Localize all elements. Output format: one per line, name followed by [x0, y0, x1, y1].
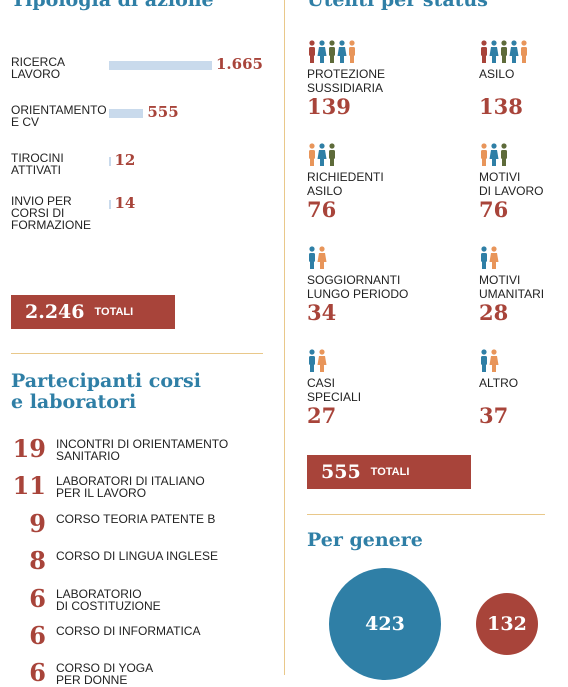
course-label: LABORATORI DI ITALIANO PER IL LAVORO: [56, 474, 205, 500]
total-value: 555: [321, 461, 361, 483]
bar: [109, 61, 212, 70]
status-value: 76: [479, 197, 509, 222]
person-icon: [489, 40, 499, 63]
bar-value-label: 555: [147, 103, 179, 121]
person-icon: [317, 246, 327, 269]
bar-value-label: 14: [114, 194, 136, 212]
person-icon: [481, 349, 487, 372]
person-icon: [309, 349, 315, 372]
course-count: 6: [29, 584, 46, 613]
course-label: CORSO DI LINGUA INGLESE: [56, 549, 219, 563]
people-icons: [481, 349, 499, 372]
section-title-tipologia: Tipologia di azione: [11, 0, 214, 11]
people-icons: [309, 349, 327, 372]
person-icon: [521, 40, 527, 63]
course-count: 11: [12, 471, 46, 500]
person-icon: [317, 40, 327, 63]
bar-label: RICERCA LAVORO: [11, 55, 66, 81]
course-count: 9: [29, 509, 46, 538]
status-value: 28: [479, 300, 509, 325]
course-count: 6: [29, 621, 46, 650]
total-box-right: 555 TOTALI: [307, 455, 471, 489]
course-label: LABORATORIO DI COSTITUZIONE: [56, 587, 161, 613]
person-icon: [501, 40, 507, 63]
status-label: ASILO: [479, 67, 515, 81]
people-icons: [481, 40, 527, 63]
bar-label: TIROCINI ATTIVATI: [11, 151, 64, 177]
bar: [109, 109, 144, 118]
person-icon: [489, 246, 499, 269]
person-icon: [481, 40, 487, 63]
people-icons: [309, 143, 335, 166]
person-icon: [509, 40, 519, 63]
bar-value-label: 1.665: [216, 55, 263, 73]
bar-label: INVIO PER CORSI DI FORMAZIONE: [11, 194, 91, 232]
status-value: 76: [307, 197, 337, 222]
person-icon: [317, 143, 327, 166]
bar-value-label: 12: [114, 151, 136, 169]
status-label: PROTEZIONE SUSSIDIARIA: [307, 67, 386, 95]
person-icon: [329, 143, 335, 166]
course-label: CORSO TEORIA PATENTE B: [56, 512, 216, 526]
course-label: INCONTRI DI ORIENTAMENTO SANITARIO: [56, 437, 229, 463]
person-icon: [489, 143, 499, 166]
people-icons: [481, 246, 499, 269]
people-icons: [481, 143, 507, 166]
status-value: 27: [307, 403, 337, 428]
total-value: 2.246: [25, 301, 85, 323]
status-label: ALTRO: [479, 376, 519, 390]
person-icon: [317, 349, 327, 372]
person-icon: [329, 40, 335, 63]
status-value: 138: [479, 94, 523, 119]
gender-circle: 132: [475, 592, 539, 656]
total-label: TOTALI: [94, 306, 134, 318]
status-value: 34: [307, 300, 337, 325]
gender-value-label: 423: [365, 613, 405, 635]
total-label: TOTALI: [370, 466, 410, 478]
status-label: CASI SPECIALI: [307, 376, 362, 404]
course-label: CORSO DI YOGA PER DONNE: [56, 661, 154, 687]
course-count: 6: [29, 658, 46, 687]
status-value: 139: [307, 94, 351, 119]
bar-label: ORIENTAMENTO E CV: [11, 103, 107, 129]
person-icon: [309, 40, 315, 63]
status-label: MOTIVI UMANITARI: [479, 273, 545, 301]
person-icon: [489, 349, 499, 372]
section-title-utenti: Utenti per status: [307, 0, 488, 11]
total-box-left: 2.246 TOTALI: [11, 295, 175, 329]
bar: [109, 157, 111, 166]
gender-circle: 423: [329, 568, 441, 680]
person-icon: [337, 40, 347, 63]
gender-value-label: 132: [487, 612, 527, 635]
people-icons: [309, 40, 355, 63]
status-value: 37: [479, 403, 509, 428]
person-icon: [309, 143, 315, 166]
status-label: MOTIVI DI LAVORO: [479, 170, 544, 198]
section-title-partecipanti: Partecipanti corsi e laboratori: [11, 370, 201, 413]
bar: [109, 200, 111, 209]
course-count: 8: [29, 546, 46, 575]
status-label: RICHIEDENTI ASILO: [307, 170, 384, 198]
section-title-genere: Per genere: [307, 529, 423, 551]
divider-left: [11, 353, 263, 354]
status-label: SOGGIORNANTI LUNGO PERIODO: [307, 273, 409, 301]
person-icon: [349, 40, 355, 63]
person-icon: [309, 246, 315, 269]
course-label: CORSO DI INFORMATICA: [56, 624, 201, 638]
course-count: 19: [12, 434, 46, 463]
person-icon: [481, 143, 487, 166]
people-icons: [309, 246, 327, 269]
person-icon: [501, 143, 507, 166]
column-divider: [284, 0, 285, 675]
divider-right: [307, 514, 545, 515]
person-icon: [481, 246, 487, 269]
